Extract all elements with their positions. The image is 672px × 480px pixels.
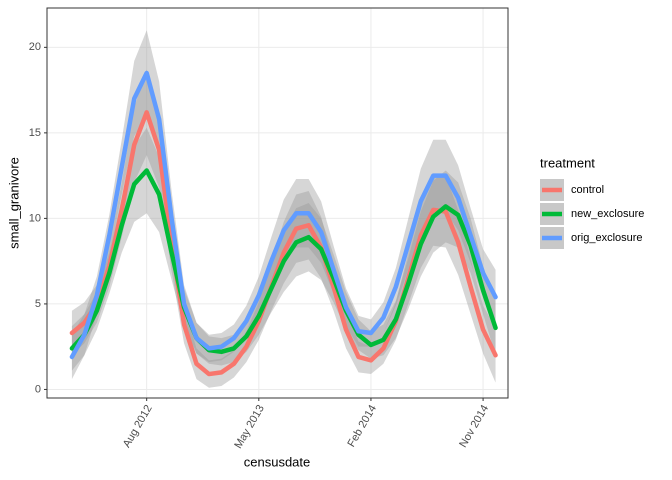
y-axis-title: small_granivore [6, 157, 21, 249]
y-tick-label: 15 [29, 127, 41, 139]
y-tick-label: 20 [29, 41, 41, 53]
legend-label: orig_exclosure [571, 232, 643, 244]
panel-border [46, 7, 509, 399]
line [69, 168, 498, 355]
line [69, 70, 498, 360]
legend-title: treatment [540, 155, 595, 170]
y-tick-label: 5 [35, 298, 41, 310]
x-axis-title: censusdate [244, 454, 311, 469]
legend-label: control [571, 184, 604, 196]
y-tick-label: 10 [29, 212, 41, 224]
y-tick-label: 0 [35, 383, 41, 395]
line [69, 110, 498, 377]
confidence-band [71, 30, 496, 380]
legend-label: new_exclosure [571, 208, 644, 220]
